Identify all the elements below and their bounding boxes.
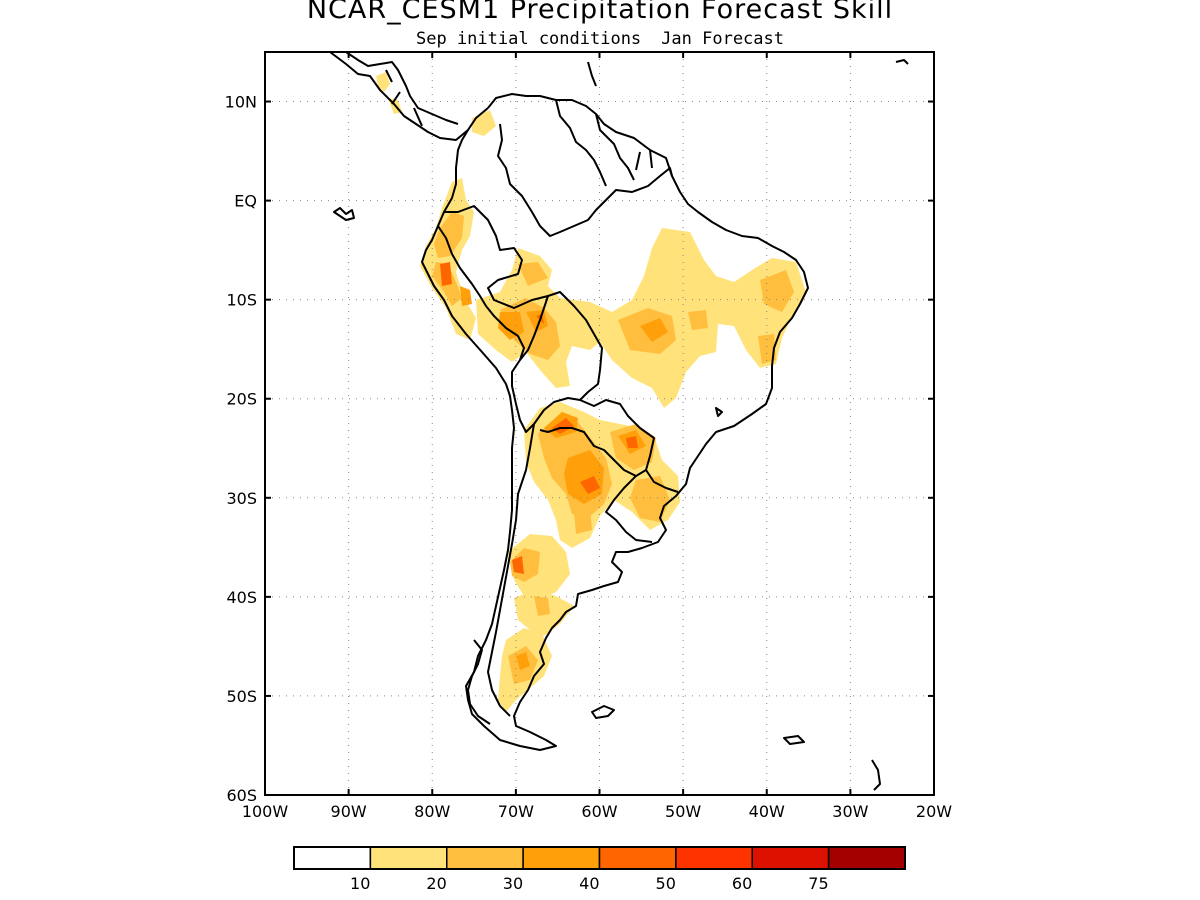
map-title: NCAR_CESM1 Precipitation Forecast Skill [306, 0, 894, 25]
colorbar-swatch [369, 846, 448, 870]
skill-patch [518, 262, 548, 286]
island [895, 59, 909, 65]
lon-tick-label: 50W [665, 802, 701, 821]
skill-patch [580, 476, 600, 494]
skill-patch [510, 548, 540, 582]
island [715, 407, 723, 417]
lon-tick-label: 20W [916, 802, 952, 821]
country-border [487, 423, 535, 717]
skill-patch [376, 72, 390, 92]
skill-patch [460, 286, 472, 306]
colorbar-swatch [522, 846, 601, 870]
lat-tick-label: 10S [226, 291, 257, 310]
island [871, 759, 881, 791]
island [467, 639, 491, 725]
map-subtitle: Sep initial conditions Jan Forecast [0, 29, 1200, 49]
colorbar-label: 40 [579, 874, 599, 893]
skill-patch [640, 318, 668, 342]
colorbar-label: 30 [503, 874, 523, 893]
skill-patch [760, 270, 794, 312]
colorbar-label: 60 [732, 874, 752, 893]
lon-tick-label: 80W [414, 802, 450, 821]
country-border [605, 469, 679, 543]
skill-patch [758, 334, 776, 364]
colorbar-label: 10 [350, 874, 370, 893]
colorbar-swatch [675, 846, 753, 870]
skill-shading-layer [376, 72, 806, 712]
skill-patch [534, 596, 550, 616]
lat-tick-label: 50S [226, 687, 257, 706]
lon-tick-label: 30W [832, 802, 868, 821]
colorbar-swatch [827, 846, 906, 870]
lon-tick-label: 60W [581, 802, 617, 821]
colorbar-swatch [751, 846, 830, 870]
skill-patch [512, 556, 524, 574]
lon-tick-label: 40W [749, 802, 785, 821]
lat-tick-label: 60S [226, 786, 257, 805]
colorbar-label: 75 [808, 874, 828, 893]
island [587, 61, 597, 87]
island [783, 735, 805, 745]
lat-tick-label: 30S [226, 489, 257, 508]
lat-tick-label: 10N [225, 93, 257, 112]
colorbar-frame [293, 846, 906, 870]
south-america-coast [421, 93, 809, 751]
lon-tick-label: 90W [331, 802, 367, 821]
country-border [595, 113, 653, 181]
central-america-coast [345, 52, 459, 125]
colorbar-legend: 10 20 30 40 50 60 75 [293, 846, 906, 893]
map-gridlines [265, 52, 934, 795]
lat-tick-label: 40S [226, 588, 257, 607]
central-america-border [385, 69, 423, 127]
colorbar-label: 50 [656, 874, 676, 893]
skill-patch [630, 476, 670, 522]
island [333, 207, 355, 221]
lat-tick-label: EQ [234, 192, 257, 211]
island [591, 705, 615, 719]
skill-patch [440, 262, 452, 286]
country-border [437, 205, 603, 433]
skill-patch [688, 310, 708, 330]
lon-tick-label: 100W [242, 802, 289, 821]
lon-tick-label: 70W [498, 802, 534, 821]
skill-patch [472, 110, 496, 136]
country-border [519, 295, 549, 361]
colorbar-swatch [446, 846, 524, 870]
country-border [497, 123, 673, 237]
coastlines-and-borders [329, 52, 909, 791]
lat-tick-label: 20S [226, 390, 257, 409]
colorbar-swatch [598, 846, 677, 870]
skill-patch [516, 652, 530, 670]
subtitle-forecast-month: Jan Forecast [661, 29, 784, 49]
skill-patch [498, 312, 524, 340]
skill-patch [420, 178, 476, 340]
colorbar-swatch [293, 846, 372, 870]
country-border [555, 99, 607, 187]
skill-patch [434, 212, 464, 258]
skill-patch [626, 436, 638, 448]
colorbar-label: 20 [426, 874, 446, 893]
skill-patch [574, 508, 592, 534]
subtitle-initial-conditions: Sep initial conditions [416, 29, 642, 49]
skill-patch [552, 418, 574, 434]
